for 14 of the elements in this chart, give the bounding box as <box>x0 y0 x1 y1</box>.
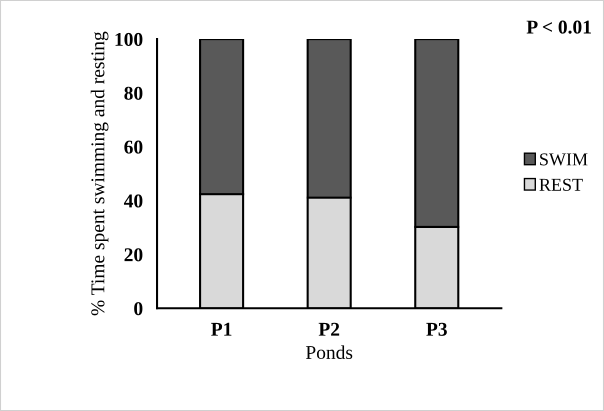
legend-label: SWIM <box>540 153 588 166</box>
y-tick-label: 100 <box>116 32 142 46</box>
y-axis-title: % Time spent swimming and resting <box>90 32 108 316</box>
legend-label: REST <box>539 178 583 191</box>
y-tick-label: 20 <box>124 248 142 262</box>
x-tick-label: P1 <box>211 322 232 336</box>
y-tick-label: 40 <box>124 194 142 208</box>
x-tick-label: P3 <box>426 322 447 336</box>
y-tick-label: 60 <box>124 140 142 154</box>
text: P < 0.01 <box>526 20 591 34</box>
y-tick-label: 80 <box>124 86 142 100</box>
y-tick-label: 0 <box>134 302 142 316</box>
x-tick-label: P2 <box>318 322 340 336</box>
x-axis-title: Ponds <box>306 345 352 360</box>
